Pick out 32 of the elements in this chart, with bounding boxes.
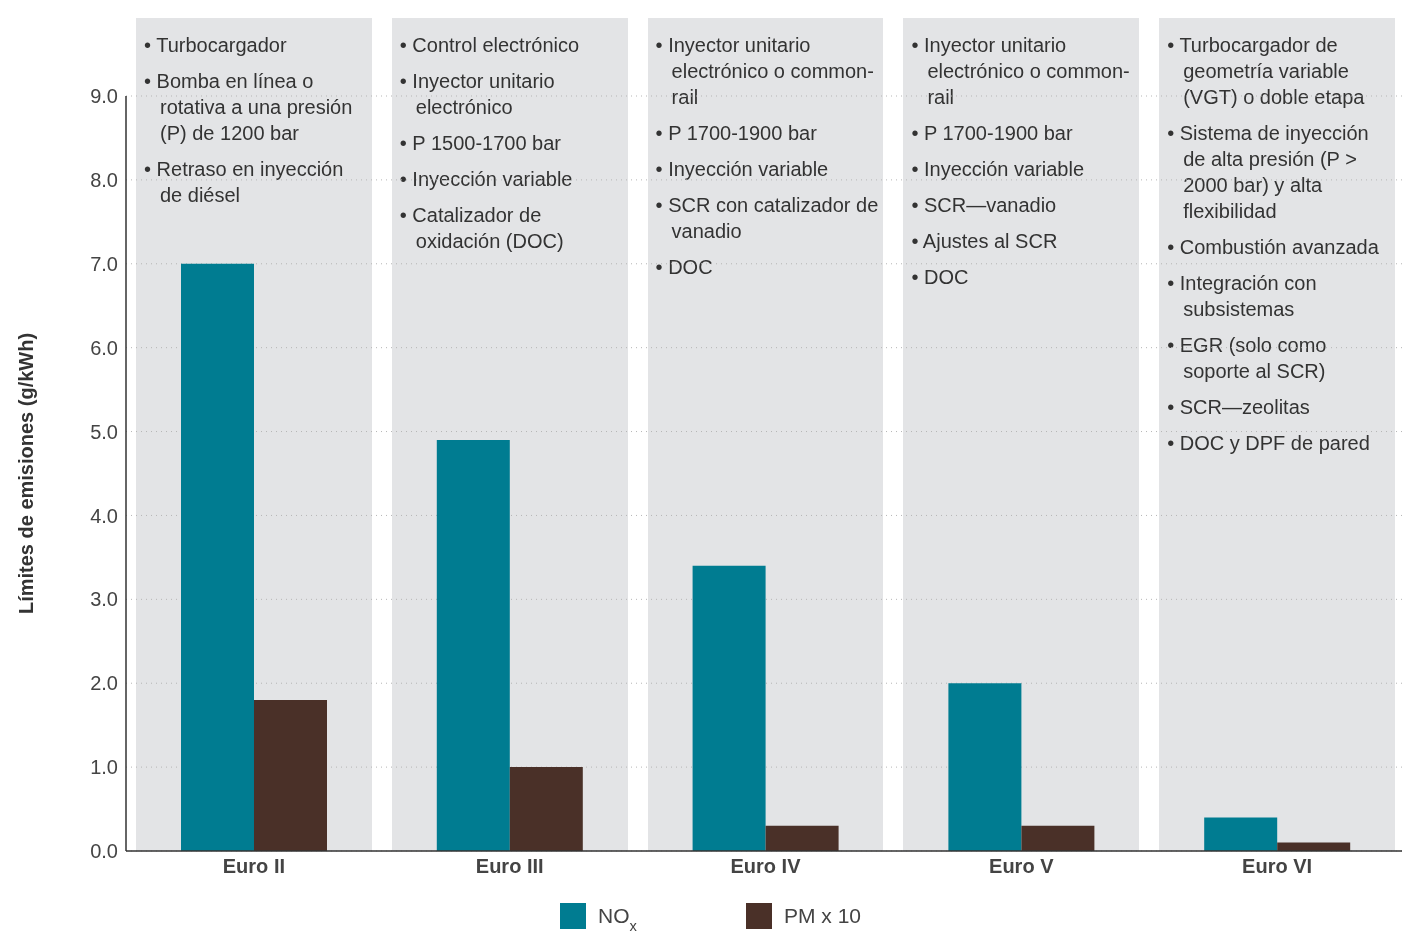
- text: • Turbocargador de geometría variable (VGT) o doble etapa • Sistema de inyección de alta presión (P > 2000 bar) y alta flexibilidad • Combustión avanzada • Integración con subsistemas • EGR (solo como soporte al SCR) • SCR—zeolitas • DOC y DPF de pared: [1167, 34, 1379, 454]
- y-tick-label: 3.0: [90, 588, 118, 611]
- y-tick-label: 4.0: [90, 504, 118, 527]
- x-tick-label: Euro II: [222, 855, 286, 878]
- annotation: • Control electrónico • Inyector unitario electrónico • P 1500-1700 bar • Inyección variable • Catalizador de oxidación (DOC): [399, 33, 581, 254]
- annotation: • Inyector unitario electrónico o common-rail • P 1700-1900 bar • Inyección variable • SCR—vanadio • Ajustes al SCR • DOC: [911, 33, 1131, 290]
- bar: [692, 565, 766, 851]
- y-tick-label: 8.0: [90, 168, 118, 191]
- bar: [254, 700, 327, 851]
- x-tick-label: Euro V: [989, 855, 1055, 878]
- legend-label: PM x 10: [784, 904, 862, 927]
- bar: [509, 767, 583, 851]
- y-axis-title: Límites de emisiones (g/kWh): [15, 332, 38, 615]
- y-tick-label: 2.0: [90, 672, 118, 695]
- y-tick-label: 1.0: [90, 756, 118, 779]
- legend-label: NO$_{x}$: [598, 904, 638, 934]
- bar: [948, 683, 1022, 851]
- bar: [1021, 825, 1095, 851]
- bar: [1204, 817, 1278, 851]
- y-tick-label: 6.0: [90, 336, 118, 359]
- x-tick-label: Euro VI: [1242, 855, 1313, 878]
- annotation: • Inyector unitario electrónico o common-rail • P 1700-1900 bar • Inyección variable • SCR con catalizador de vanadio • DOC: [655, 33, 880, 280]
- annotation: • Turbocargador • Bomba en línea o rotativa a una presión (P) de 1200 bar • Retraso en inyección de diésel: [144, 33, 354, 208]
- bar: [181, 263, 254, 851]
- bar: [436, 439, 510, 851]
- y-tick-label: 5.0: [90, 420, 118, 443]
- x-tick-label: Euro IV: [730, 855, 802, 878]
- bar: [765, 825, 839, 851]
- x-tick-label: Euro III: [475, 855, 544, 878]
- y-tick-label: 0.0: [90, 840, 118, 863]
- y-tick-label: 7.0: [90, 252, 118, 275]
- y-tick-label: 9.0: [90, 85, 118, 108]
